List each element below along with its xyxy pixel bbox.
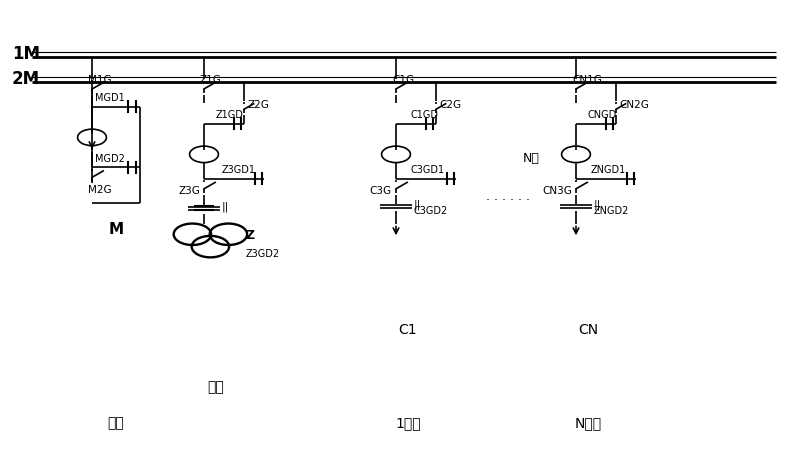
Text: CN1G: CN1G [572, 75, 602, 85]
Text: 1出线: 1出线 [395, 417, 421, 431]
Text: N路: N路 [522, 152, 539, 164]
Text: Z3GD2: Z3GD2 [246, 249, 280, 259]
Text: . . . . . .: . . . . . . [486, 191, 530, 203]
Text: Z2G: Z2G [247, 100, 269, 110]
Text: C1GD: C1GD [410, 110, 438, 120]
Text: ZNGD2: ZNGD2 [594, 206, 629, 216]
Text: M1G: M1G [88, 75, 112, 85]
Text: ZNGD1: ZNGD1 [590, 165, 626, 175]
Text: Z3GD1: Z3GD1 [222, 165, 256, 175]
Text: N出线: N出线 [574, 417, 602, 431]
Text: M2G: M2G [88, 185, 112, 195]
Text: Z1G: Z1G [200, 75, 222, 85]
Text: C2G: C2G [439, 100, 462, 110]
Text: CN3G: CN3G [542, 186, 572, 196]
Text: ||: || [594, 200, 601, 210]
Text: CN: CN [578, 323, 598, 337]
Text: ||: || [414, 200, 421, 210]
Text: C3G: C3G [370, 186, 392, 196]
Text: Z3G: Z3G [178, 186, 200, 196]
Text: Z: Z [246, 229, 254, 242]
Text: C1: C1 [398, 323, 418, 337]
Text: 主变: 主变 [208, 380, 224, 394]
Text: 母联: 母联 [108, 417, 124, 431]
Text: 1M: 1M [12, 44, 40, 63]
Text: M: M [109, 222, 123, 237]
Text: ||: || [222, 202, 229, 212]
Text: C3GD1: C3GD1 [410, 165, 445, 175]
Text: MGD2: MGD2 [95, 153, 125, 164]
Text: Z1GD: Z1GD [216, 110, 244, 120]
Text: MGD1: MGD1 [95, 93, 125, 103]
Text: CN2G: CN2G [619, 100, 649, 110]
Text: C1G: C1G [392, 75, 414, 85]
Text: 2M: 2M [12, 70, 40, 88]
Text: CNGD: CNGD [588, 110, 618, 120]
Text: C3GD2: C3GD2 [414, 206, 448, 216]
